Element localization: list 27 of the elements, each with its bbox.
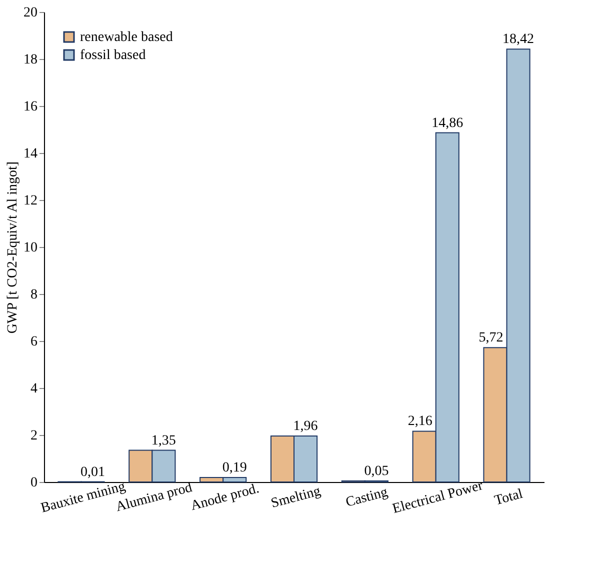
y-tick-label: 16 — [24, 100, 38, 114]
data-label: 2,16 — [408, 414, 432, 430]
legend-label: renewable based — [80, 30, 173, 45]
x-tick-label: Casting — [344, 484, 390, 511]
data-label: 0,01 — [80, 464, 106, 480]
data-label: 18,42 — [502, 32, 534, 48]
data-label: 1,35 — [151, 433, 176, 448]
y-tick-label: 0 — [30, 476, 38, 490]
y-tick-label: 10 — [24, 240, 38, 256]
legend-label: fossil based — [80, 48, 146, 63]
data-label: 14,86 — [432, 116, 464, 131]
data-label: 0,19 — [222, 460, 247, 476]
y-tick-label: 4 — [30, 382, 38, 396]
data-label: 1,96 — [293, 418, 318, 434]
x-tick-label: Total — [492, 486, 525, 509]
x-tick-label: Electrical Power — [390, 478, 485, 518]
y-tick-label: 18 — [24, 52, 38, 68]
y-tick-label: 8 — [30, 288, 38, 302]
data-label: 5,72 — [478, 330, 504, 346]
y-tick-label: 2 — [30, 428, 38, 444]
y-tick-label: 14 — [24, 146, 38, 162]
x-tick-label: Smelting — [270, 484, 322, 512]
data-label: 0,05 — [364, 464, 389, 479]
y-axis-title: GWP [t CO2-Equiv/t Al ingot] — [6, 161, 20, 334]
y-tick-label: 6 — [30, 334, 38, 350]
y-tick-label: 20 — [24, 6, 38, 20]
y-tick-label: 12 — [24, 194, 38, 208]
